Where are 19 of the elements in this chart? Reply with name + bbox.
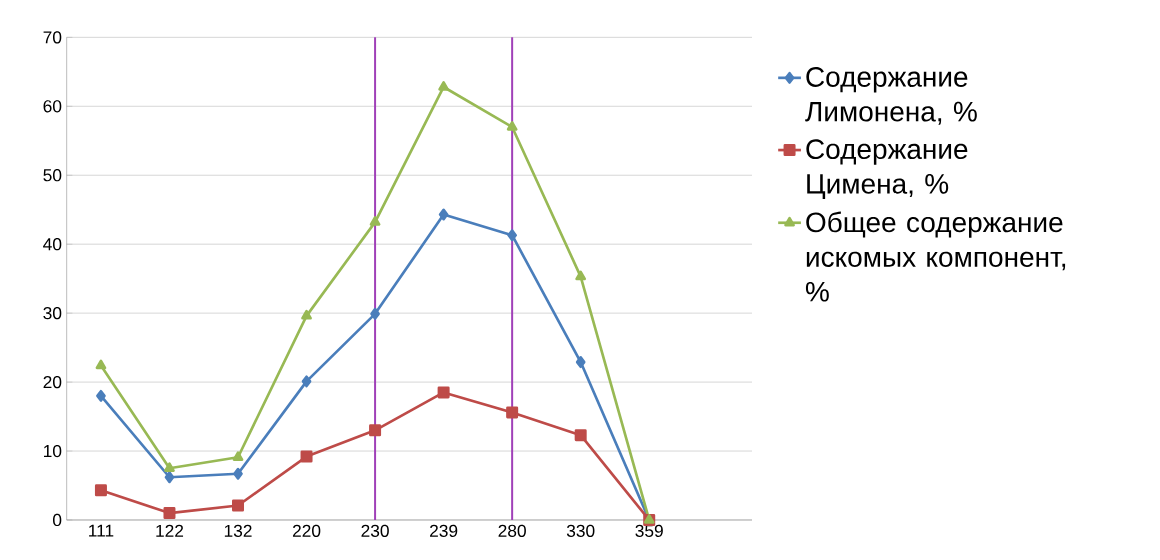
y-tick-label: 40 xyxy=(43,238,62,251)
y-tick-label: 60 xyxy=(43,100,62,113)
legend-label: Общее содержание искомых компонент, % xyxy=(805,211,1066,302)
y-tick-label: 30 xyxy=(43,306,62,320)
y-tick-label: 10 xyxy=(44,444,62,458)
x-tick-label: 330 xyxy=(566,524,595,537)
x-tick-label: 111 xyxy=(89,524,114,537)
x-tick-label: 230 xyxy=(361,524,389,537)
y-tick-label: 0 xyxy=(53,513,62,527)
y-tick-label: 70 xyxy=(43,31,62,44)
x-tick-label: 132 xyxy=(224,524,252,537)
legend-label: Содержание Цимена, % xyxy=(806,139,968,200)
x-tick-label: 220 xyxy=(292,524,321,537)
legend-label: Содержание Лимонена, % xyxy=(805,67,977,125)
y-tick-label: 20 xyxy=(43,375,62,389)
y-tick-label: 50 xyxy=(43,169,62,182)
x-tick-label: 122 xyxy=(156,524,184,537)
x-tick-label: 280 xyxy=(498,524,526,537)
x-tick-label: 239 xyxy=(430,524,458,537)
